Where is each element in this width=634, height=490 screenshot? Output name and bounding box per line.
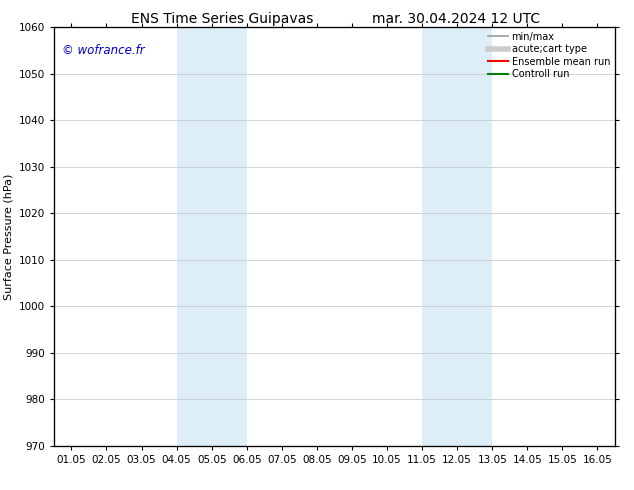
Bar <box>422 27 492 446</box>
Text: ENS Time Series Guipavas: ENS Time Series Guipavas <box>131 12 313 26</box>
Bar <box>177 27 247 446</box>
Text: © wofrance.fr: © wofrance.fr <box>62 44 145 57</box>
Y-axis label: Surface Pressure (hPa): Surface Pressure (hPa) <box>3 173 13 299</box>
Text: mar. 30.04.2024 12 UTC: mar. 30.04.2024 12 UTC <box>372 12 541 26</box>
Legend: min/max, acute;cart type, Ensemble mean run, Controll run: min/max, acute;cart type, Ensemble mean … <box>488 32 610 79</box>
